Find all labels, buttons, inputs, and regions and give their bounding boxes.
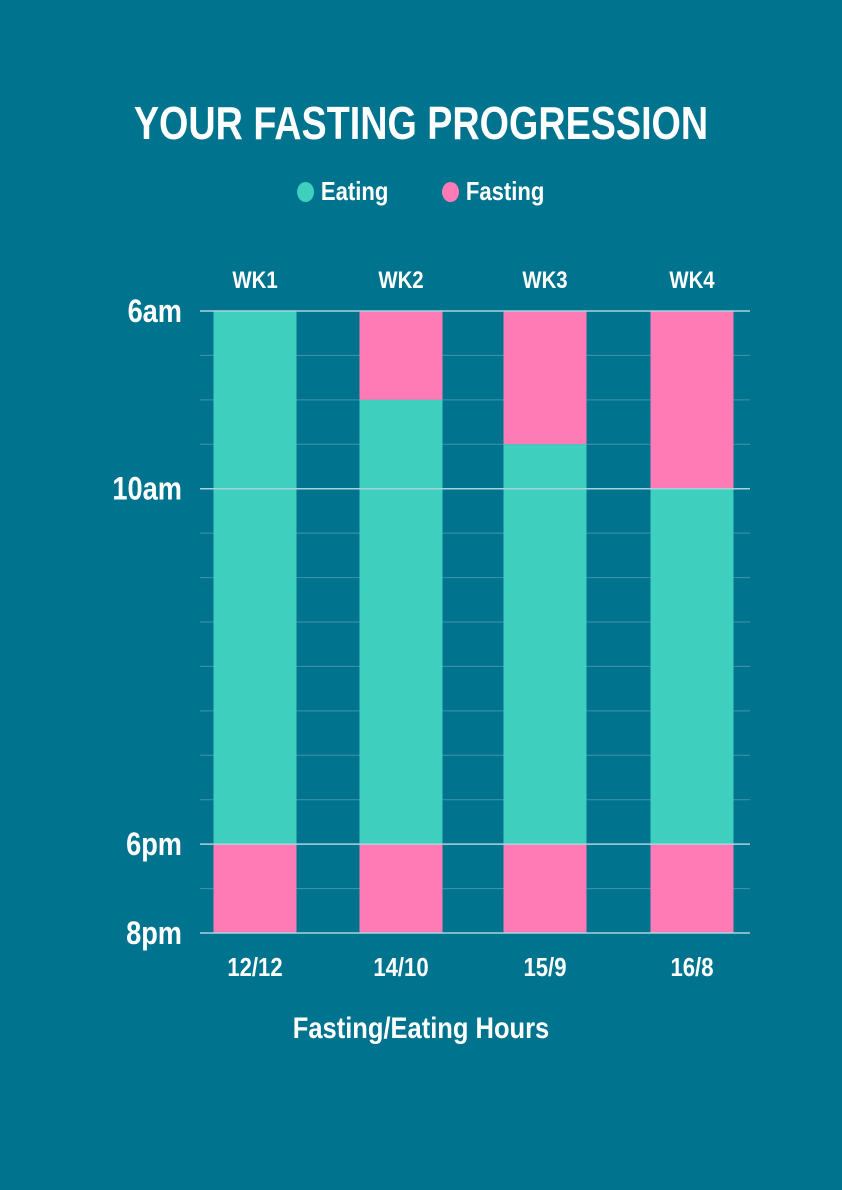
x-tick-label: 12/12 bbox=[227, 953, 282, 982]
bar-fasting-morning bbox=[503, 311, 587, 445]
bar-eating bbox=[213, 311, 297, 845]
bar-fasting-morning bbox=[650, 311, 734, 489]
x-tick-label: 14/10 bbox=[373, 953, 428, 982]
x-tick-label: 15/9 bbox=[524, 953, 567, 982]
legend-item-eating: Eating bbox=[297, 176, 388, 207]
bar-fasting-evening bbox=[213, 844, 297, 933]
fasting-swatch bbox=[441, 181, 459, 202]
y-tick-label: 6am bbox=[128, 294, 182, 330]
bar-eating bbox=[359, 399, 443, 845]
bar-eating bbox=[650, 488, 734, 845]
legend-label-fasting: Fasting bbox=[465, 176, 544, 206]
bar-fasting-morning bbox=[359, 311, 443, 400]
legend-label-eating: Eating bbox=[320, 176, 389, 206]
legend: Eating Fasting bbox=[0, 176, 842, 207]
week-label: WK1 bbox=[232, 266, 277, 293]
x-axis-title: Fasting/Eating Hours bbox=[292, 1012, 550, 1045]
week-label: WK4 bbox=[669, 266, 715, 293]
bar-fasting-evening bbox=[359, 844, 443, 933]
y-tick-label: 6pm bbox=[126, 827, 182, 863]
week-label: WK3 bbox=[522, 266, 567, 293]
bar-eating bbox=[503, 444, 587, 845]
legend-item-fasting: Fasting bbox=[441, 176, 544, 207]
x-tick-label: 16/8 bbox=[671, 953, 714, 982]
y-tick-label: 8pm bbox=[126, 916, 182, 952]
chart-title: YOUR FASTING PROGRESSION bbox=[133, 97, 709, 149]
bar-fasting-evening bbox=[650, 844, 734, 933]
eating-swatch bbox=[297, 181, 315, 202]
y-tick-label: 10am bbox=[112, 472, 182, 508]
week-label: WK2 bbox=[378, 266, 423, 293]
bar-fasting-evening bbox=[503, 844, 587, 933]
